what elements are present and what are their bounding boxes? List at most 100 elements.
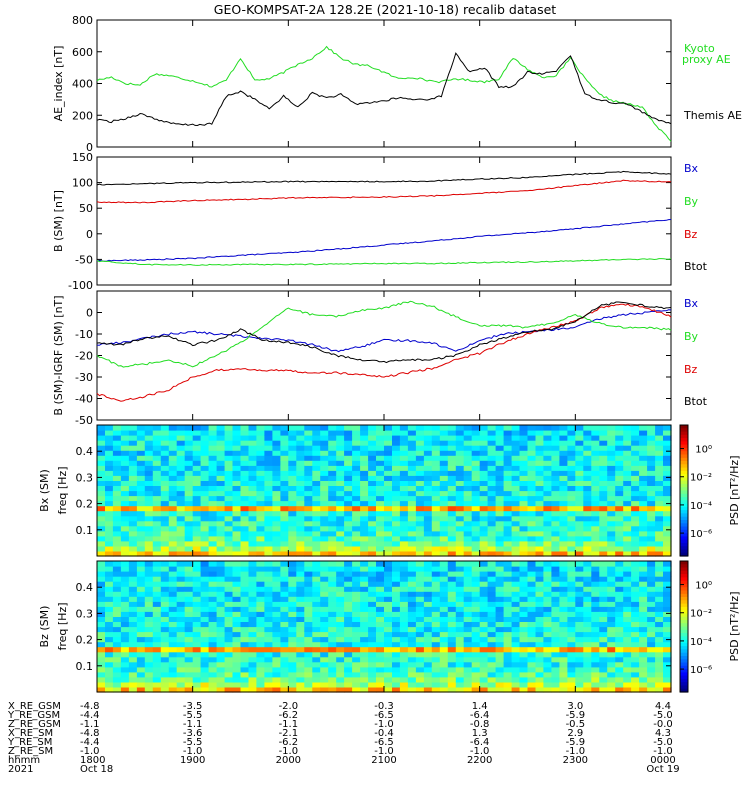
heat-cell: [431, 661, 441, 668]
heat-cell: [168, 551, 178, 557]
heat-cell: [168, 485, 178, 492]
heat-cell: [192, 470, 202, 476]
heat-cell: [328, 687, 337, 693]
heat-cell: [392, 505, 401, 512]
heat-cell: [280, 460, 289, 466]
heat-cell: [168, 530, 178, 537]
heat-cell: [559, 561, 568, 567]
heat-cell: [551, 687, 560, 693]
heat-cell: [647, 611, 656, 617]
heat-cell: [120, 425, 130, 431]
heat-cell: [208, 515, 218, 522]
colorbar-cell: [680, 610, 688, 614]
heat-cell: [591, 681, 600, 688]
heat-cell: [168, 500, 178, 507]
heat-cell: [216, 500, 226, 507]
y-tick-label: 0: [86, 228, 93, 241]
heat-cell: [447, 500, 457, 507]
heat-cell: [304, 591, 313, 597]
heat-cell: [376, 571, 385, 577]
heat-cell: [208, 455, 218, 461]
heat-cell: [192, 520, 202, 527]
heat-cell: [551, 656, 560, 663]
heat-cell: [623, 475, 632, 481]
heat-cell: [407, 430, 417, 436]
heat-cell: [344, 606, 353, 612]
heat-cell: [615, 430, 624, 436]
heat-cell: [519, 641, 529, 648]
heat-cell: [248, 581, 258, 587]
heat-cell: [487, 510, 497, 517]
heat-cell: [607, 450, 616, 456]
heat-cell: [128, 500, 138, 507]
heat-cell: [599, 470, 608, 476]
heat-cell: [240, 576, 250, 582]
heat-cell: [120, 676, 130, 683]
heat-cell: [208, 606, 218, 612]
heat-cell: [136, 460, 146, 466]
heat-cell: [288, 586, 297, 592]
heat-cell: [647, 571, 656, 577]
heat-cell: [463, 545, 473, 552]
heat-cell: [160, 566, 170, 572]
heat-cell: [320, 571, 329, 577]
heat-cell: [599, 500, 608, 507]
heat-cell: [360, 540, 369, 547]
heat-cell: [607, 581, 616, 587]
heat-cell: [208, 661, 218, 668]
heat-cell: [479, 631, 489, 638]
heat-cell: [471, 490, 481, 497]
heat-cell: [352, 651, 361, 658]
heat-cell: [328, 480, 337, 486]
heat-cell: [503, 671, 513, 678]
heat-cell: [112, 681, 122, 688]
heat-cell: [376, 535, 385, 542]
heat-cell: [144, 445, 154, 451]
heat-cell: [328, 581, 337, 587]
heat-cell: [583, 586, 592, 592]
heat-cell: [503, 666, 513, 673]
heat-cell: [392, 540, 401, 547]
ephem-value: -1.0: [470, 746, 490, 757]
heat-cell: [105, 425, 114, 431]
heat-cell: [415, 530, 425, 537]
heat-cell: [288, 551, 297, 557]
heat-cell: [344, 435, 353, 441]
heat-cell: [463, 460, 473, 466]
heat-cell: [296, 545, 305, 552]
ephem-value: 2.9: [567, 728, 583, 739]
heat-cell: [352, 626, 361, 633]
heat-cell: [599, 656, 608, 663]
heat-cell: [105, 430, 114, 436]
heat-cell: [495, 561, 505, 567]
heat-cell: [384, 656, 393, 663]
heat-cell: [256, 525, 265, 532]
heat-cell: [136, 636, 146, 643]
heat-cell: [128, 551, 138, 557]
heat-cell: [527, 450, 537, 456]
heat-cell: [439, 525, 449, 532]
heat-cell: [399, 510, 409, 517]
heat-cell: [655, 646, 664, 653]
heat-cell: [623, 681, 632, 688]
y-tick-label: 0: [86, 307, 93, 320]
heat-cell: [575, 576, 584, 582]
heat-cell: [663, 515, 672, 522]
heat-cell: [463, 510, 473, 517]
heat-cell: [511, 576, 521, 582]
heat-cell: [264, 475, 273, 481]
heat-cell: [599, 480, 608, 486]
heat-cell: [192, 611, 202, 617]
heat-cell: [551, 510, 560, 517]
heat-cell: [280, 430, 289, 436]
heat-cell: [415, 661, 425, 668]
heat-cell: [376, 485, 385, 492]
heat-cell: [256, 515, 265, 522]
heat-cell: [376, 455, 385, 461]
heat-cell: [447, 485, 457, 492]
ephem-value: -2.0: [279, 701, 299, 712]
heat-cell: [455, 485, 465, 492]
heat-cell: [224, 495, 234, 502]
heat-cell: [392, 641, 401, 648]
heat-cell: [304, 581, 313, 587]
